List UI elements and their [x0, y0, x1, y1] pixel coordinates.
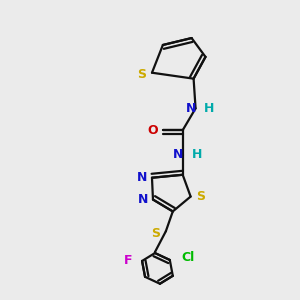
- Text: S: S: [196, 190, 205, 203]
- Text: N: N: [137, 171, 147, 184]
- Text: N: N: [172, 148, 183, 161]
- Text: S: S: [152, 227, 160, 240]
- Text: H: H: [191, 148, 202, 161]
- Text: H: H: [204, 102, 214, 115]
- Text: N: N: [185, 102, 196, 115]
- Text: O: O: [148, 124, 158, 137]
- Text: F: F: [124, 254, 133, 268]
- Text: Cl: Cl: [181, 251, 194, 265]
- Text: S: S: [138, 68, 147, 81]
- Text: N: N: [138, 193, 148, 206]
